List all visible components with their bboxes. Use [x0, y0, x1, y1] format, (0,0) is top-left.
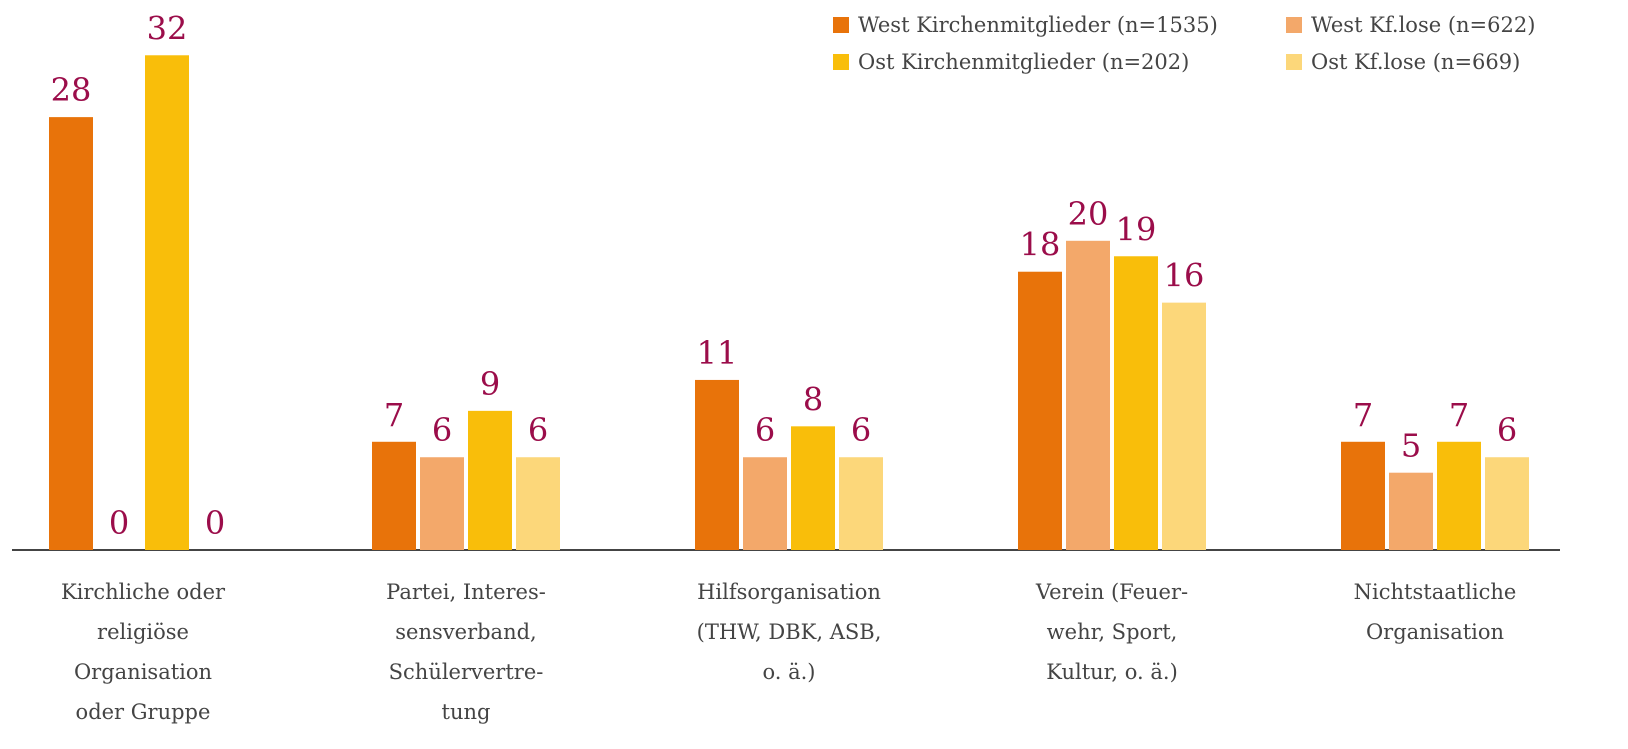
value-label: 28	[51, 71, 92, 109]
value-label: 20	[1068, 195, 1109, 233]
x-tick-label: Kirchliche oder	[61, 580, 226, 604]
bar	[516, 457, 560, 550]
x-tick-label: Hilfsorganisation	[697, 580, 881, 604]
legend-label: West Kf.lose (n=622)	[1311, 13, 1535, 37]
x-tick-label: Schülervertre-	[389, 660, 544, 684]
value-label: 6	[851, 411, 871, 449]
bar	[839, 457, 883, 550]
bar	[420, 457, 464, 550]
value-label: 6	[1497, 411, 1517, 449]
value-label: 8	[803, 380, 823, 418]
bar	[1341, 441, 1385, 550]
legend-label: Ost Kf.lose (n=669)	[1311, 50, 1520, 74]
x-tick-label: religiöse	[97, 620, 189, 644]
x-tick-label: (THW, DBK, ASB,	[697, 620, 882, 644]
bar	[468, 410, 512, 550]
legend-swatch	[833, 54, 849, 70]
value-label: 7	[1353, 396, 1373, 434]
legend-swatch	[1286, 17, 1302, 33]
value-label: 19	[1116, 210, 1157, 248]
bar	[695, 379, 739, 550]
value-label: 11	[697, 334, 738, 372]
legend-label: Ost Kirchenmitglieder (n=202)	[858, 50, 1189, 74]
x-tick-label: wehr, Sport,	[1047, 620, 1178, 644]
value-label: 6	[755, 411, 775, 449]
x-tick-label: tung	[442, 700, 491, 724]
value-label: 9	[480, 365, 500, 403]
legend-label: West Kirchenmitglieder (n=1535)	[858, 13, 1218, 37]
bar	[791, 426, 835, 550]
value-label: 6	[528, 411, 548, 449]
bar	[1389, 472, 1433, 550]
value-label: 0	[109, 504, 129, 542]
value-label: 32	[147, 9, 188, 47]
x-tick-label: Verein (Feuer-	[1035, 580, 1188, 604]
x-tick-label: o. ä.)	[762, 660, 815, 684]
value-label: 7	[384, 396, 404, 434]
value-label: 7	[1449, 396, 1469, 434]
value-label: 0	[205, 504, 225, 542]
bar	[1066, 240, 1110, 551]
x-tick-label: Kultur, o. ä.)	[1046, 660, 1178, 684]
bar	[1114, 256, 1158, 550]
x-tick-label: oder Gruppe	[76, 700, 211, 724]
bar	[1437, 441, 1481, 550]
x-tick-label: sensverband,	[395, 620, 536, 644]
x-tick-label: Nichtstaatliche	[1354, 580, 1517, 604]
value-label: 16	[1164, 257, 1205, 295]
bar	[145, 55, 189, 550]
bar	[1162, 302, 1206, 550]
bar	[1485, 457, 1529, 550]
value-label: 5	[1401, 427, 1421, 465]
value-label: 18	[1020, 226, 1061, 264]
bar	[743, 457, 787, 550]
legend-swatch	[833, 17, 849, 33]
bar	[49, 117, 93, 551]
bar	[372, 441, 416, 550]
value-label: 6	[432, 411, 452, 449]
bar	[1018, 271, 1062, 550]
x-tick-label: Partei, Interes-	[386, 580, 546, 604]
x-tick-label: Organisation	[1366, 620, 1504, 644]
legend-swatch	[1286, 54, 1302, 70]
x-tick-label: Organisation	[74, 660, 212, 684]
